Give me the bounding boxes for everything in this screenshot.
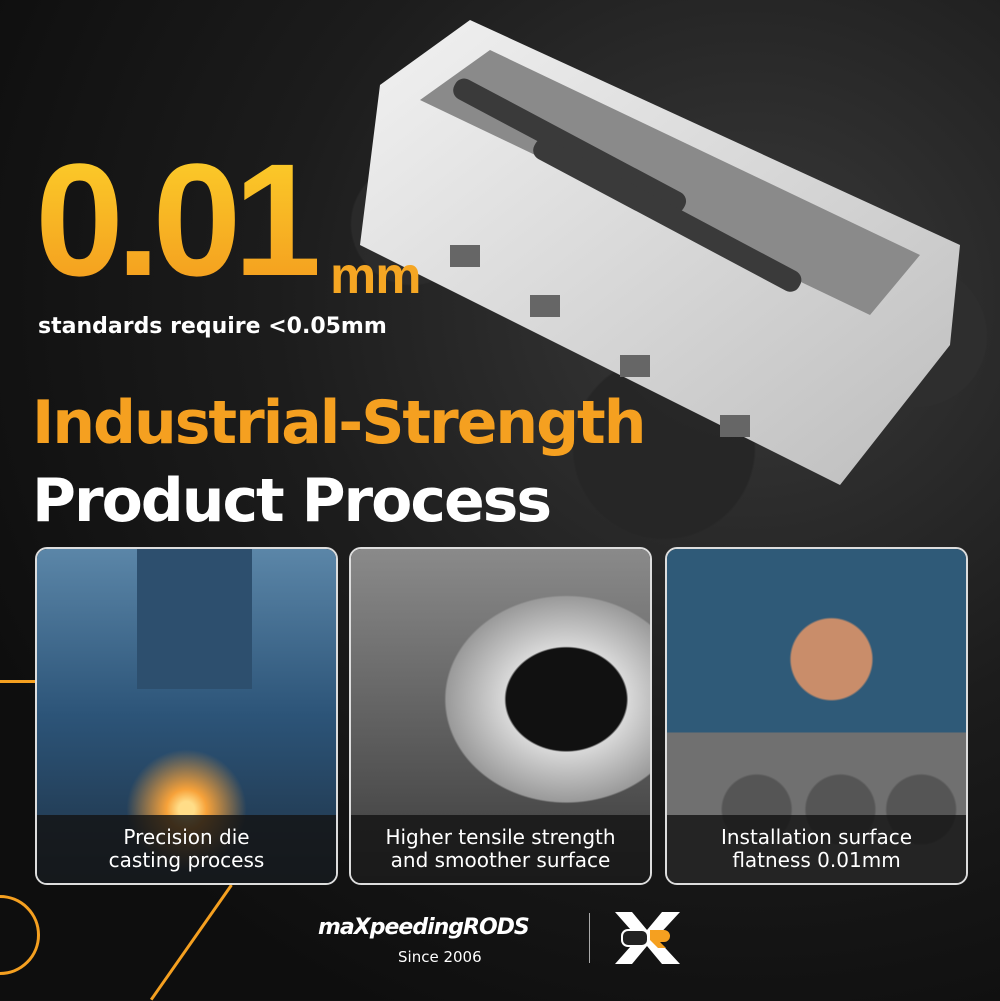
card-caption-line1: Precision die xyxy=(123,825,250,849)
standards-note: standards require <0.05mm xyxy=(38,314,387,339)
card-caption-line2: and smoother surface xyxy=(390,848,611,872)
decorative-line xyxy=(0,680,35,683)
card-caption-line2: casting process xyxy=(108,848,265,872)
flatness-value: 0.01 xyxy=(35,140,322,300)
flatness-unit: mm xyxy=(330,247,421,305)
cylinder-head-image xyxy=(360,20,960,485)
card-caption-line1: Higher tensile strength xyxy=(385,825,616,849)
card-caption-line2: flatness 0.01mm xyxy=(732,848,901,872)
brand-since: Since 2006 xyxy=(398,948,482,966)
title-line-1: Industrial-Strength xyxy=(32,388,646,458)
card-caption-line1: Installation surface xyxy=(720,825,913,849)
logo-divider xyxy=(589,913,590,963)
brand-logo: maXpeedingRODS xyxy=(318,915,530,940)
or-x-logo-icon xyxy=(615,912,680,964)
card-tensile-strength: Higher tensile strength and smoother surf… xyxy=(349,547,652,885)
card-die-casting: Precision die casting process xyxy=(35,547,338,885)
title-line-2: Product Process xyxy=(32,466,552,536)
card-surface-flatness: Installation surface flatness 0.01mm xyxy=(665,547,968,885)
